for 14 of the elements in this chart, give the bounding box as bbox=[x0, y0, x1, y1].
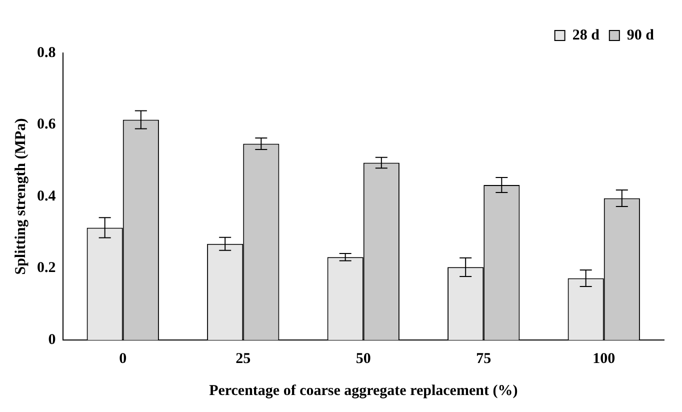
legend-label: 28 d bbox=[572, 27, 600, 44]
legend-label: 90 d bbox=[626, 27, 655, 44]
x-tick-label: 75 bbox=[476, 350, 492, 367]
y-tick-label: 0.4 bbox=[37, 188, 56, 204]
x-tick-label: 50 bbox=[356, 350, 371, 367]
x-tick-label: 25 bbox=[236, 350, 251, 367]
x-tick-label: 0 bbox=[119, 350, 127, 367]
x-tick-label: 100 bbox=[592, 350, 616, 367]
y-tick-label: 0.2 bbox=[37, 260, 56, 276]
x-axis-title: Percentage of coarse aggregate replacement (%) bbox=[209, 382, 518, 399]
y-tick-label: 0.8 bbox=[37, 44, 56, 61]
y-axis-title: Splitting strength (MPa) bbox=[12, 118, 29, 275]
y-tick-label: 0 bbox=[48, 332, 56, 348]
y-tick-label: 0.6 bbox=[37, 116, 56, 133]
